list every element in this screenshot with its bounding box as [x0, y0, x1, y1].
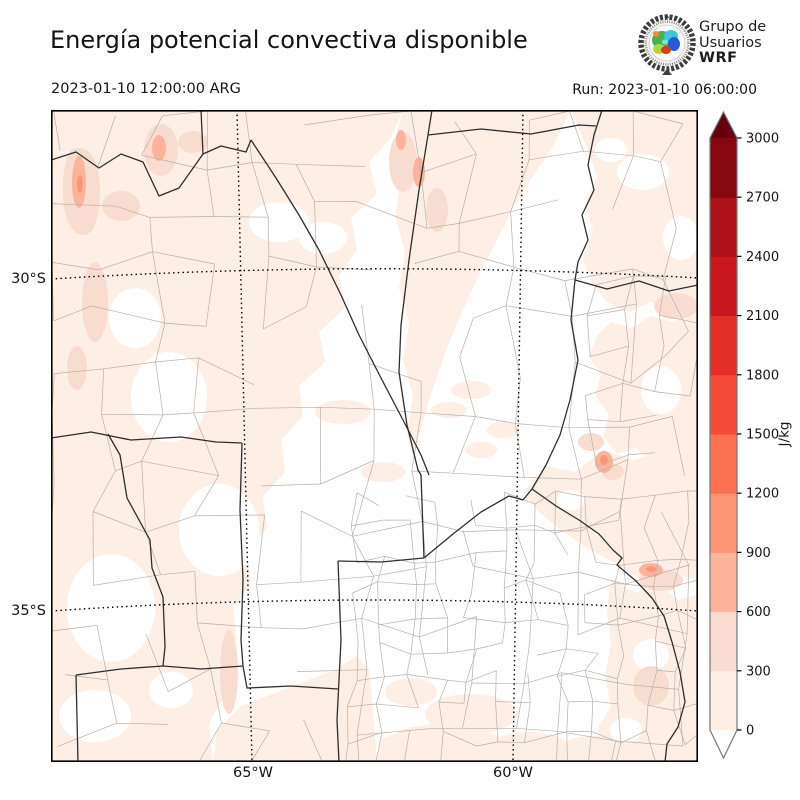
logo-caption-line2: Usuarios	[699, 34, 762, 51]
map-canvas	[51, 110, 698, 762]
x-tick-65W: 65°W	[232, 765, 274, 781]
colorbar-segment	[710, 670, 737, 731]
x-tick-60W: 60°W	[492, 765, 534, 781]
valid-time-label: 2023-01-10 12:00:00 ARG	[51, 81, 241, 97]
colorbar-segment	[710, 611, 737, 672]
y-tick-30S: 30°S	[11, 271, 46, 287]
colorbar: 0 300 600 900 1200 1500 1800 2100 2400 2700 3000	[709, 110, 779, 760]
colorbar-segment	[710, 552, 737, 613]
map-border	[51, 110, 698, 762]
colorbar-tick-label: 1500	[746, 428, 779, 443]
colorbar-units-label: J/kg	[775, 421, 792, 447]
graticule-gridlines	[51, 110, 698, 762]
colorbar-tick-label: 2400	[746, 250, 779, 265]
colorbar-segment	[710, 197, 737, 257]
logo-caption: Grupo de Usuarios WRF	[699, 19, 767, 67]
page-title: Energía potencial convectiva disponible	[50, 26, 528, 54]
colorbar-segment	[710, 256, 737, 317]
colorbar-tick-label: 300	[746, 664, 771, 679]
colorbar-tick-label: 3000	[746, 132, 779, 147]
gridline-65W	[236, 110, 253, 762]
colorbar-tick-label: 2700	[746, 191, 779, 206]
gridline-35S	[51, 599, 698, 612]
colorbar-tick-label: 900	[746, 546, 771, 561]
logo-caption-line1: Grupo de	[699, 19, 767, 35]
colorbar-segment	[710, 374, 737, 435]
run-time-label: Run: 2023-01-10 06:00:00	[572, 82, 757, 98]
colorbar-under-arrow	[710, 730, 737, 758]
colorbar-tick-label: 600	[746, 605, 771, 620]
colorbar-tick-label: 1800	[746, 368, 779, 383]
department-borders	[51, 110, 698, 762]
colorbar-over-arrow	[710, 112, 737, 138]
colorbar-segment	[710, 315, 737, 376]
province-borders	[51, 110, 698, 762]
colorbar-segment	[710, 493, 737, 553]
gridline-60W	[512, 110, 524, 762]
logo-caption-line3: WRF	[699, 50, 738, 66]
colorbar-segment	[710, 138, 737, 198]
colorbar-segment	[710, 434, 737, 494]
colorbar-tick-label: 0	[746, 724, 754, 739]
colorbar-tick-label: 1200	[746, 487, 779, 502]
y-tick-35S: 35°S	[11, 603, 46, 619]
gridline-30S	[51, 268, 698, 280]
wrf-users-group-logo-icon	[638, 14, 696, 75]
colorbar-tick-label: 2100	[746, 309, 779, 324]
